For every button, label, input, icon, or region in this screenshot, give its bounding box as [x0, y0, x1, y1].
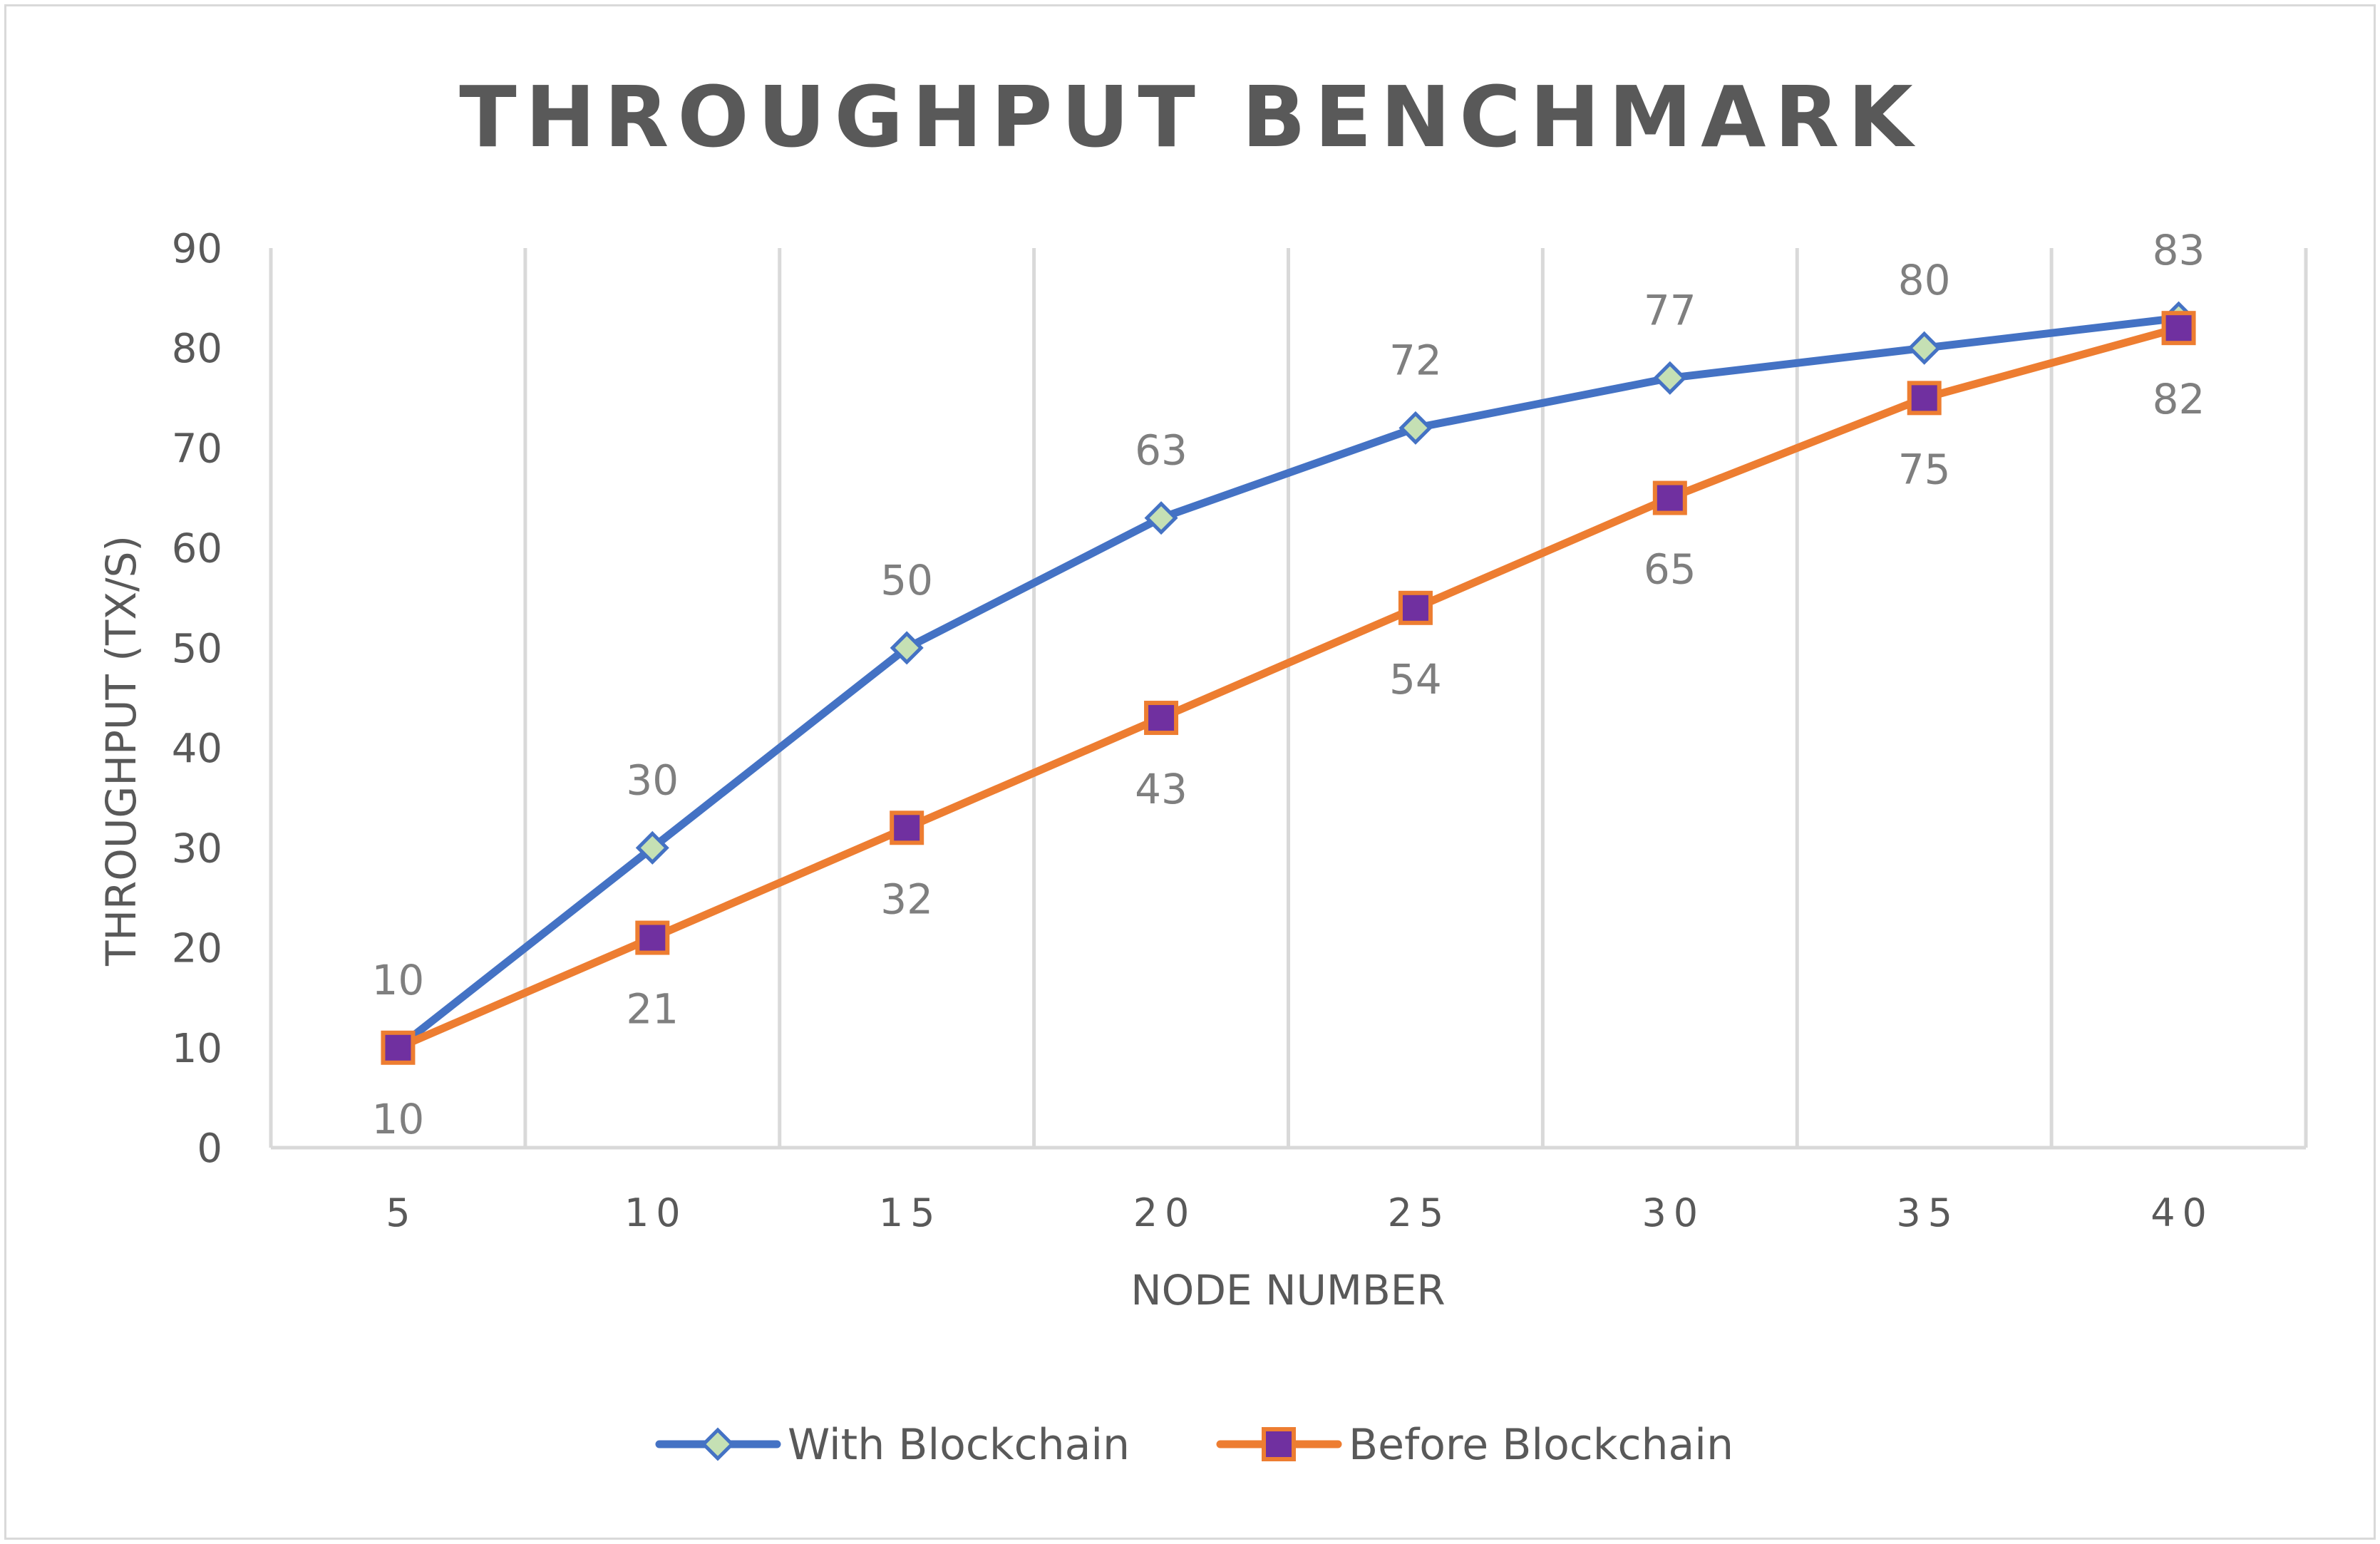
y-tick-label-40: 40 — [172, 726, 222, 772]
data-label-with-blockchain-40: 83 — [2153, 226, 2205, 274]
y-tick-label-20: 20 — [172, 926, 222, 972]
legend-marker-before-blockchain — [1262, 1427, 1296, 1461]
point-before-blockchain-5 — [381, 1030, 416, 1065]
data-label-with-blockchain-20: 63 — [1135, 426, 1188, 475]
point-before-blockchain-20 — [1144, 701, 1179, 736]
y-tick-label-30: 30 — [172, 825, 222, 872]
point-before-blockchain-15 — [890, 810, 924, 845]
y-tick-label-90: 90 — [172, 226, 222, 272]
data-label-before-blockchain-35: 75 — [1898, 445, 1951, 493]
x-tick-label-35: 35 — [1896, 1190, 1959, 1235]
point-before-blockchain-25 — [1398, 590, 1433, 625]
y-tick-label-70: 70 — [172, 426, 222, 472]
y-tick-label-60: 60 — [172, 526, 222, 572]
legend-marker-with-blockchain — [701, 1427, 735, 1461]
y-tick-label-80: 80 — [172, 326, 222, 372]
x-tick-label-25: 25 — [1388, 1190, 1451, 1235]
data-label-before-blockchain-25: 54 — [1389, 655, 1442, 704]
series-line-before-blockchain — [393, 324, 2183, 1052]
chart-frame — [4, 4, 2376, 1540]
x-tick-label-30: 30 — [1642, 1190, 1705, 1235]
point-with-blockchain-35 — [1907, 331, 1942, 365]
data-label-with-blockchain-35: 80 — [1898, 256, 1951, 304]
point-with-blockchain-30 — [1653, 361, 1687, 395]
data-label-before-blockchain-5: 10 — [372, 1095, 425, 1143]
legend-label-before-blockchain: Before Blockchain — [1349, 1420, 1734, 1470]
y-tick-label-50: 50 — [172, 626, 222, 672]
x-tick-label-10: 10 — [624, 1190, 688, 1235]
x-tick-label-15: 15 — [879, 1190, 942, 1235]
x-axis-ticks: 5 10 15 20 25 30 35 40 — [386, 1190, 2214, 1235]
data-label-with-blockchain-10: 30 — [626, 756, 679, 804]
y-axis-ticks: 0 10 20 30 40 50 60 70 80 90 — [172, 226, 222, 1172]
data-label-with-blockchain-5: 10 — [372, 956, 425, 1004]
point-before-blockchain-35 — [1907, 381, 1942, 416]
series-line-with-blockchain — [393, 314, 2183, 1052]
chart-title: THROUGHPUT BENCHMARK — [459, 68, 1921, 166]
series-layer — [381, 301, 2196, 1065]
x-tick-label-20: 20 — [1133, 1190, 1197, 1235]
data-label-with-blockchain-30: 77 — [1644, 286, 1696, 334]
data-label-before-blockchain-20: 43 — [1135, 765, 1188, 813]
point-before-blockchain-40 — [2161, 311, 2196, 346]
x-tick-label-5: 5 — [386, 1190, 417, 1235]
point-with-blockchain-10 — [635, 830, 669, 865]
point-with-blockchain-20 — [1144, 501, 1178, 535]
y-tick-label-0: 0 — [197, 1126, 222, 1172]
data-label-with-blockchain-15: 50 — [880, 556, 933, 604]
point-before-blockchain-10 — [635, 920, 670, 955]
grid-lines — [269, 248, 2308, 1150]
y-tick-label-10: 10 — [172, 1026, 222, 1072]
x-axis-label: NODE NUMBER — [1130, 1266, 1445, 1314]
data-label-before-blockchain-15: 32 — [880, 875, 933, 923]
data-label-before-blockchain-30: 65 — [1644, 545, 1696, 594]
legend-label-with-blockchain: With Blockchain — [788, 1420, 1130, 1470]
legend: With Blockchain Before Blockchain — [655, 1420, 1734, 1470]
data-labels: 10 30 50 63 72 77 80 83 10 21 32 43 54 65 75 82 — [372, 226, 2205, 1143]
y-axis-label: THROUGHPUT (TX/S) — [97, 535, 145, 967]
point-with-blockchain-25 — [1398, 411, 1433, 445]
data-label-before-blockchain-40: 82 — [2153, 375, 2205, 423]
point-with-blockchain-15 — [890, 631, 924, 665]
x-tick-label-40: 40 — [2150, 1190, 2214, 1235]
point-before-blockchain-30 — [1652, 480, 1687, 515]
data-label-before-blockchain-10: 21 — [626, 985, 679, 1034]
data-label-with-blockchain-25: 72 — [1389, 336, 1442, 384]
